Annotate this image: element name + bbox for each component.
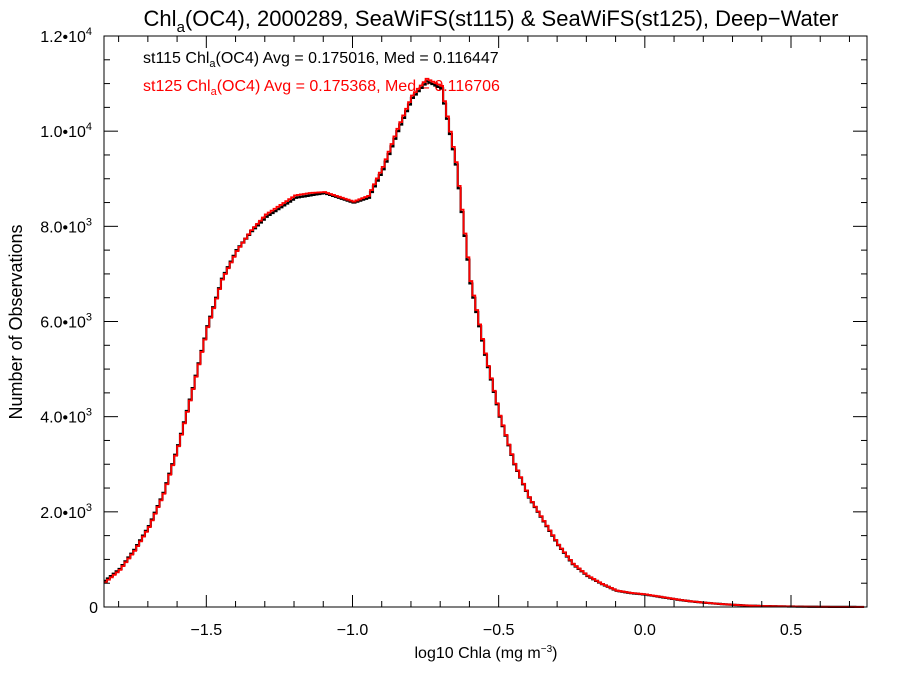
x-tick-label: 0.5 (780, 622, 802, 639)
series-line-st125 (104, 77, 865, 608)
x-axis-label-pre: log10 Chla (mg m (414, 645, 540, 662)
plot-frame (103, 35, 868, 608)
y-tick-label: 4.0•103 (40, 407, 92, 427)
series-layer (104, 77, 865, 609)
chart-title-pre: Chl (144, 6, 177, 31)
y-tick-label: 1.0•104 (40, 121, 92, 141)
chart-title-sub: a (177, 19, 186, 36)
y-axis-label: Number of Observations (6, 224, 26, 419)
y-tick-label: 2.0•103 (40, 502, 92, 522)
x-tick-label: −0.5 (483, 622, 515, 639)
y-tick-label: 8.0•103 (40, 216, 92, 236)
annotation-st115-post: (OC4) Avg = 0.175016, Med = 0.116447 (216, 50, 499, 67)
x-axis-label-post: ) (552, 645, 557, 662)
y-tick-label: 1.2•104 (40, 26, 92, 46)
annotation-st115-pre: st115 Chl (143, 50, 209, 67)
x-tick-label: −1.5 (191, 622, 223, 639)
x-axis-label: log10 Chla (mg m−3) (414, 644, 557, 662)
x-axis-label-sup: −3 (541, 644, 553, 655)
annotation-st115: st115 Chla(OC4) Avg = 0.175016, Med = 0.… (143, 50, 499, 70)
chart-title: Chla(OC4), 2000289, SeaWiFS(st115) & Sea… (144, 6, 839, 36)
x-tick-label: 0.0 (634, 622, 656, 639)
tick-layer: −1.5 −1.0 −0.5 0.0 0.5 0 2.0•103 4.0•103 6.0•103… (40, 26, 867, 639)
annotation-st125-pre: st125 Chl (143, 78, 211, 95)
annotation-st115-sub: a (209, 58, 216, 70)
chart-title-post: (OC4), 2000289, SeaWiFS(st115) & SeaWiFS… (185, 6, 839, 31)
y-tick-label: 6.0•103 (40, 312, 92, 332)
annotation-st125-post: (OC4) Avg = 0.175368, Med = 0.116706 (217, 78, 500, 95)
y-tick-label: 0 (89, 600, 98, 617)
annotation-st125: st125 Chla(OC4) Avg = 0.175368, Med = 0.… (143, 78, 500, 98)
annotation-st125-sub: a (211, 86, 218, 98)
x-tick-label: −1.0 (337, 622, 369, 639)
